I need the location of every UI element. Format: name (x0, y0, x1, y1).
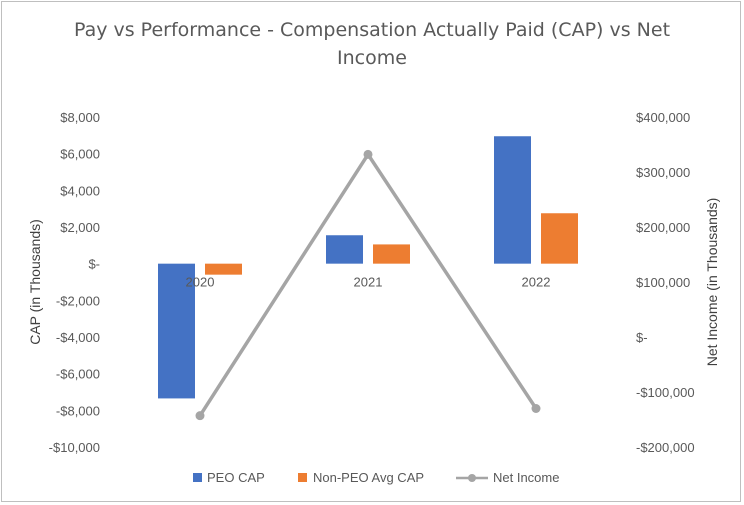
category-labels: 2020 2021 2022 (186, 275, 551, 290)
legend-label-non-peo-avg-cap: Non-PEO Avg CAP (313, 470, 424, 485)
bar-non-peo-avg-cap-2020 (205, 263, 242, 275)
y-tick-label: $4,000 (60, 183, 100, 198)
legend-label-net-income: Net Income (493, 470, 559, 485)
bar-peo-cap-2022 (494, 136, 531, 264)
y-tick-label: $8,000 (60, 110, 100, 125)
legend-swatch-peo-cap (193, 473, 202, 482)
y2-tick-label: $100,000 (636, 275, 690, 290)
y-tick-label: -$2,000 (56, 293, 100, 308)
chart-title-line-1: Pay vs Performance - Compensation Actual… (74, 19, 670, 41)
y-tick-label: -$6,000 (56, 367, 100, 382)
y2-tick-label: $- (636, 330, 648, 345)
y2-axis-label: Net Income (in Thousands) (704, 198, 720, 367)
y2-tick-label: $200,000 (636, 220, 690, 235)
legend-marker-net-income (468, 474, 476, 482)
net-income-point-2021 (363, 149, 373, 159)
y2-tick-label: -$200,000 (636, 440, 695, 455)
y-tick-label: $2,000 (60, 220, 100, 235)
y-tick-label: -$10,000 (49, 440, 100, 455)
y2-tick-label: $300,000 (636, 165, 690, 180)
bar-non-peo-avg-cap-2021 (373, 244, 410, 264)
y2-tick-label: $400,000 (636, 110, 690, 125)
y2-tick-label: -$100,000 (636, 385, 695, 400)
category-label-2022: 2022 (522, 275, 551, 290)
bar-peo-cap-2020 (158, 263, 195, 399)
bar-non-peo-avg-cap-2022 (541, 213, 578, 264)
chart-title-line-2: Income (337, 47, 407, 69)
y-axis-label: CAP (in Thousands) (27, 219, 43, 345)
y-tick-label: $6,000 (60, 147, 100, 162)
y-tick-label: -$8,000 (56, 403, 100, 418)
bar-peo-cap-2021 (326, 235, 363, 264)
net-income-line-group (195, 149, 541, 421)
legend-swatch-non-peo-avg-cap (298, 473, 307, 482)
bars-group (158, 136, 578, 399)
legend: PEO CAP Non-PEO Avg CAP Net Income (193, 470, 559, 485)
y-tick-label: $- (88, 257, 100, 272)
left-axis-ticks: $8,000 $6,000 $4,000 $2,000 $- -$2,000 -$4,000… (49, 110, 100, 455)
right-axis-ticks: $400,000 $300,000 $200,000 $100,000 $- -$100,… (636, 110, 695, 455)
net-income-point-2020 (195, 411, 205, 421)
net-income-point-2022 (531, 404, 541, 413)
category-label-2020: 2020 (186, 275, 215, 290)
category-label-2021: 2021 (354, 275, 383, 290)
y-tick-label: -$4,000 (56, 330, 100, 345)
legend-label-peo-cap: PEO CAP (207, 470, 265, 485)
